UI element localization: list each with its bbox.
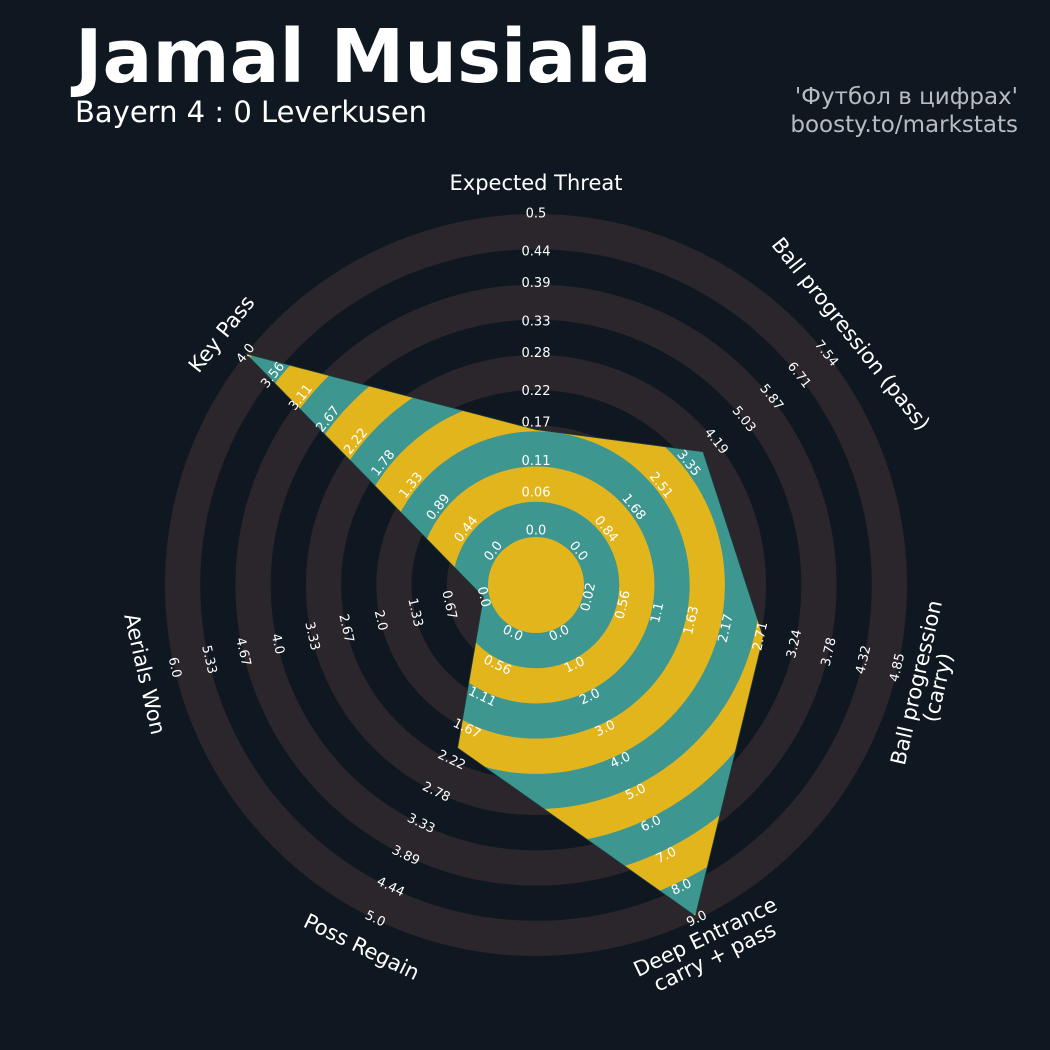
ring (165, 214, 907, 956)
tick-label: 0.5 (526, 207, 547, 222)
tick-label: 0.39 (522, 276, 551, 291)
tick-label: 3.33 (301, 620, 322, 652)
tick-label: 3.24 (784, 628, 805, 660)
tick-label: 0.0 (526, 524, 547, 539)
tick-label: 6.0 (165, 656, 184, 680)
tick-label: 1.63 (681, 605, 702, 637)
credit: 'Футбол в цифрах' (795, 84, 1018, 110)
tick-label: 0.11 (522, 454, 551, 469)
axis-label: Expected Threat (449, 171, 623, 195)
tick-label: 0.17 (522, 416, 551, 431)
tick-label: 0.22 (522, 384, 551, 399)
tick-label: 4.85 (887, 652, 908, 684)
tick-label: 0.44 (522, 245, 551, 260)
tick-label: 0.33 (522, 314, 551, 329)
tick-label: 1.1 (648, 601, 667, 625)
tick-label: 2.67 (335, 613, 356, 645)
tick-label: 0.02 (578, 581, 599, 613)
tick-label: 0.06 (522, 485, 551, 500)
tick-label: 2.17 (716, 613, 737, 645)
tick-label: 4.32 (853, 644, 874, 676)
tick-label: 2.71 (750, 621, 771, 653)
tick-label: 2.0 (371, 609, 390, 633)
tick-label: 3.78 (819, 636, 840, 668)
credit: boosty.to/markstats (790, 112, 1018, 138)
tick-label: 0.0 (474, 585, 493, 609)
tick-label: 0.67 (438, 589, 459, 621)
tick-label: 1.33 (404, 597, 425, 629)
tick-label: 4.0 (268, 632, 287, 656)
chart-title: Jamal Musiala (70, 14, 652, 100)
chart-subtitle: Bayern 4 : 0 Leverkusen (75, 95, 427, 129)
radar-area (245, 353, 764, 917)
tick-label: 0.28 (522, 346, 551, 361)
tick-label: 5.33 (198, 644, 219, 676)
band (488, 537, 584, 633)
tick-label: 4.67 (232, 636, 253, 668)
tick-label: 0.56 (613, 589, 634, 621)
ring (235, 284, 837, 886)
radar-outline (244, 352, 764, 917)
